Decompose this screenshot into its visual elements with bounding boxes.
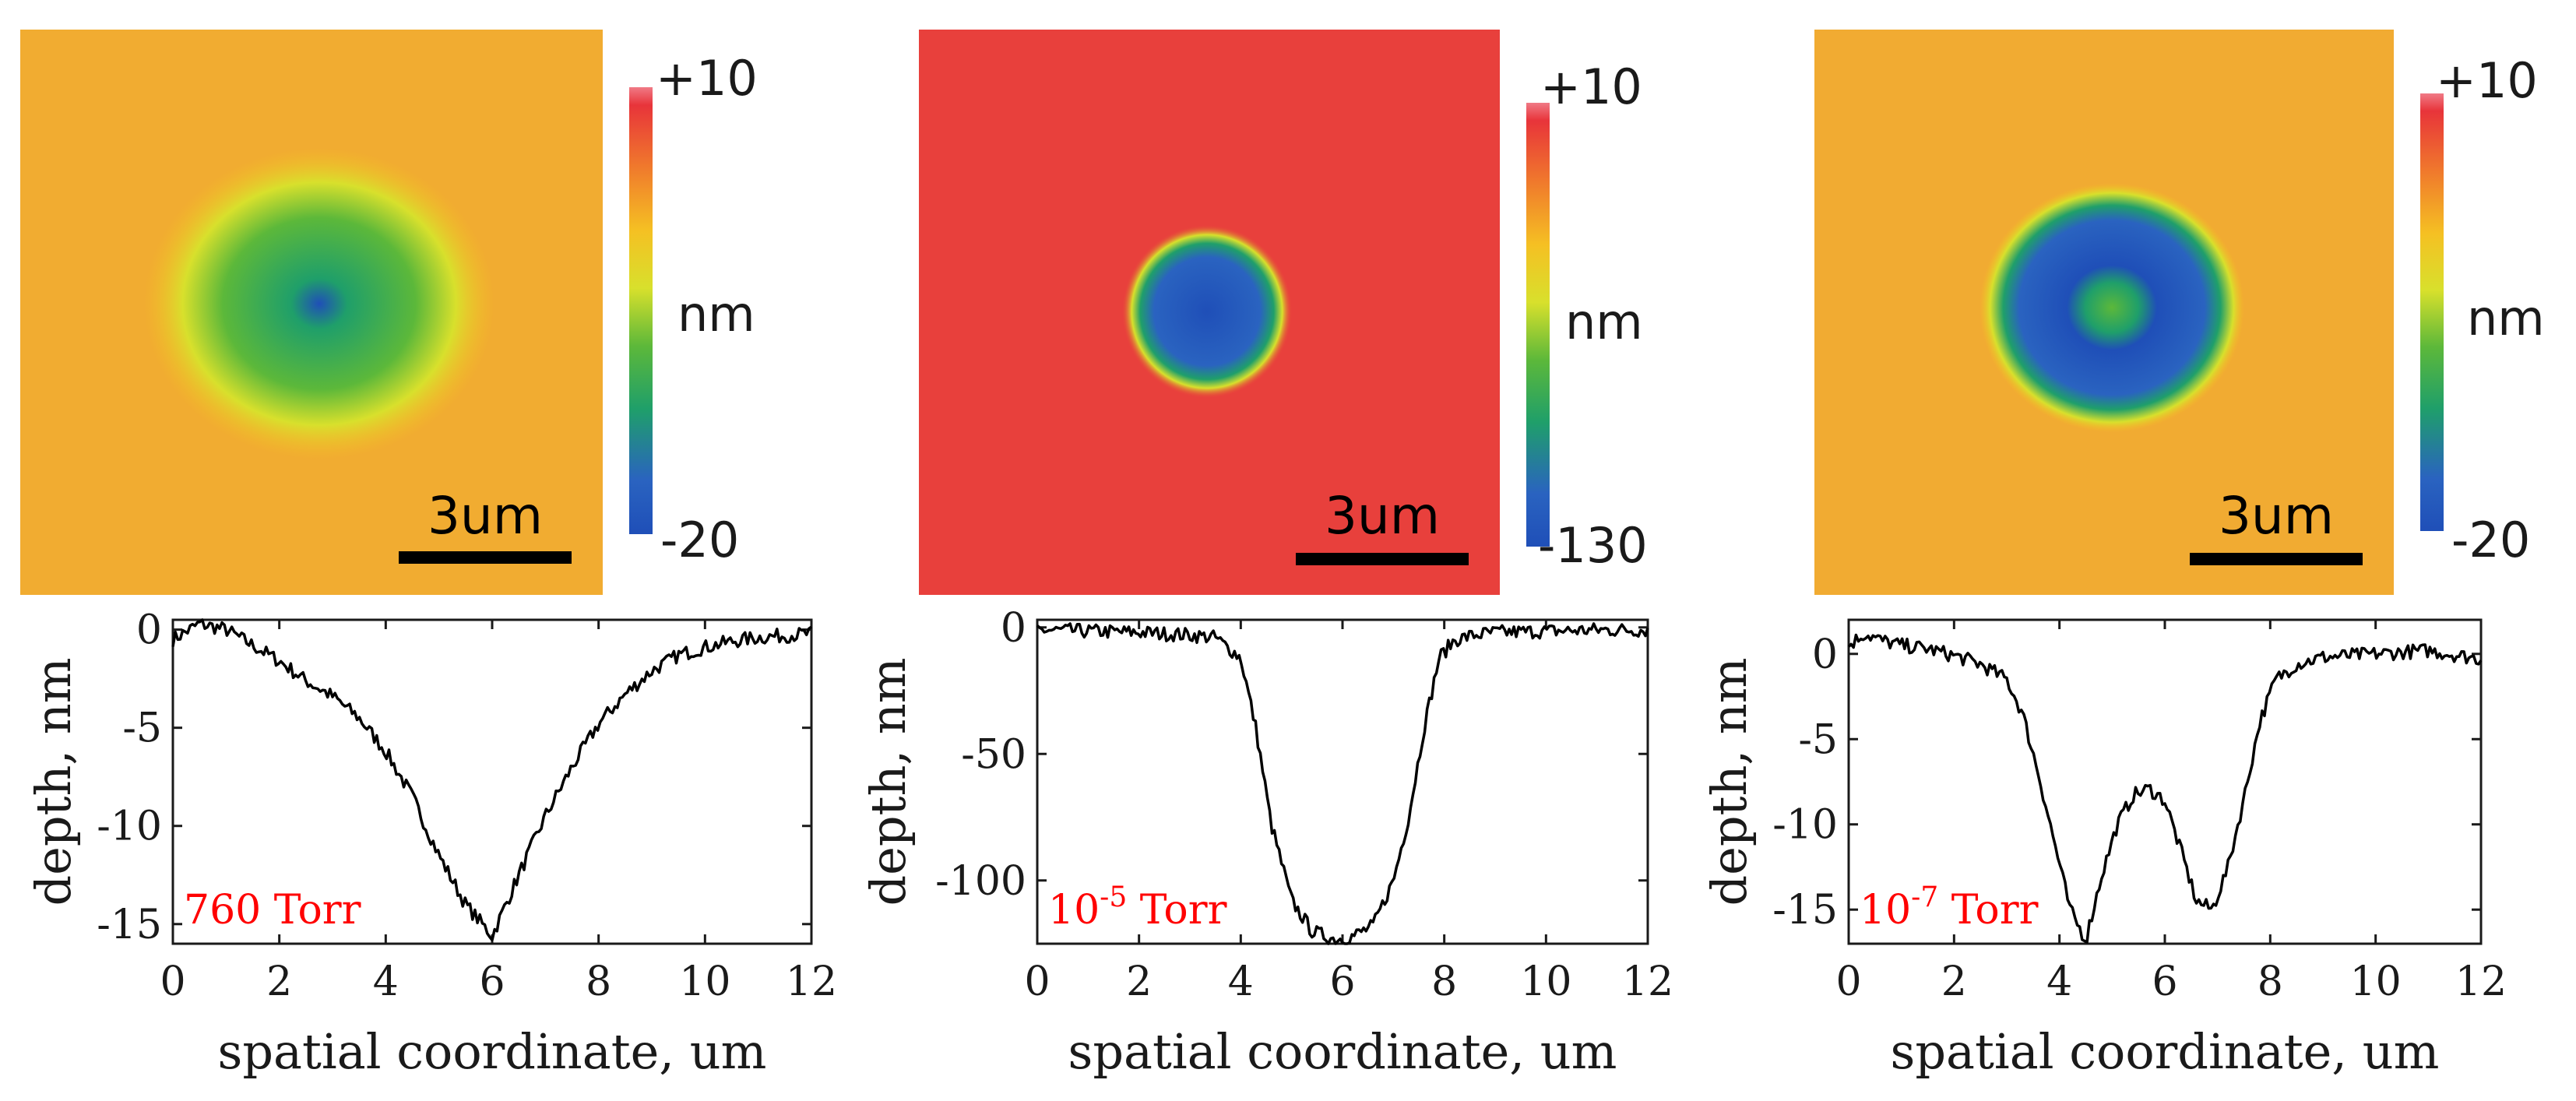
colorbar-3-max-label: +10 <box>2436 52 2538 109</box>
scale-bar-2 <box>1296 553 1469 565</box>
plot-1-depth-profile-line <box>171 618 812 942</box>
plot-1-xtick-label: 2 <box>266 959 292 1005</box>
heatmap-panel-1: 3um +10 nm -20 <box>20 30 758 595</box>
scale-bar-2-label: 3um <box>1325 486 1440 546</box>
plot-1-xlabel: spatial coordinate, um <box>218 1023 767 1080</box>
heatmap-panel-3: 3um +10 nm -20 <box>1814 30 2545 595</box>
plot-1-ytick-label: -5 <box>122 705 162 752</box>
plot-3-xlabel: spatial coordinate, um <box>1891 1023 2440 1080</box>
plot-3-depth-profile-line <box>1847 633 2483 944</box>
plot-2-xlabel: spatial coordinate, um <box>1068 1023 1617 1080</box>
colorbar-2 <box>1526 103 1550 547</box>
colorbar-3-min-label: -20 <box>2451 512 2530 568</box>
annotation-base: 10 <box>1860 887 1911 934</box>
line-plot-1e-5-torr: 0 2 4 6 8 10 12 0 -50 -100 spatial coordinate, um d… <box>860 605 1673 1080</box>
plot-1-pressure-annotation: 760 Torr <box>184 887 361 934</box>
plot-1-xtick-label: 0 <box>160 959 185 1005</box>
plot-3-ytick-label: -15 <box>1772 887 1838 934</box>
annotation-exponent: -7 <box>1911 881 1938 913</box>
plot-3-xtick-label: 4 <box>2046 959 2072 1005</box>
plot-1-xtick-label: 10 <box>679 959 730 1005</box>
colorbar-2-max-label: +10 <box>1540 58 1642 115</box>
annotation-suffix: Torr <box>261 887 361 934</box>
plot-2-xtick-label: 2 <box>1126 959 1152 1005</box>
plot-1-ytick-label: -15 <box>97 902 162 948</box>
plot-2-ylabel: depth, nm <box>860 657 917 906</box>
annotation-suffix: Torr <box>1938 887 2038 934</box>
plot-3-xtick-label: 12 <box>2455 959 2507 1005</box>
colorbar-2-min-label: -130 <box>1538 517 1648 574</box>
annotation-base: 760 <box>184 887 261 934</box>
scale-bar-3-label: 3um <box>2219 486 2334 546</box>
plot-1-xtick-label: 8 <box>586 959 611 1005</box>
line-plot-1e-7-torr: 0 2 4 6 8 10 12 0 -5 -10 -15 spatial coordinate, um… <box>1701 618 2507 1080</box>
annotation-suffix: Torr <box>1127 887 1226 934</box>
colorbar-1-unit-label: nm <box>677 286 755 343</box>
heatmap-2-crater <box>1121 224 1293 399</box>
plot-1-ytick-label: -10 <box>97 804 162 850</box>
scale-bar-1-label: 3um <box>428 486 543 546</box>
plot-1-ytick-label: 0 <box>136 607 162 654</box>
line-plot-760-torr: 0 2 4 6 8 10 12 0 -5 -10 -15 spatial coordinate, um… <box>25 607 837 1080</box>
plot-1-xtick-label: 12 <box>786 959 837 1005</box>
scale-bar-1 <box>399 551 572 564</box>
plot-2-xtick-label: 6 <box>1329 959 1355 1005</box>
plot-3-xtick-label: 10 <box>2350 959 2402 1005</box>
plot-3-ytick-label: -5 <box>1798 716 1838 763</box>
heatmap-panel-2: 3um +10 nm -130 <box>919 30 1648 595</box>
plot-2-xtick-label: 0 <box>1024 959 1050 1005</box>
colorbar-2-unit-label: nm <box>1565 294 1643 350</box>
plot-3-pressure-annotation: 10-7 Torr <box>1860 881 2039 934</box>
scale-bar-3 <box>2190 553 2363 565</box>
plot-2-xtick-label: 10 <box>1520 959 1571 1005</box>
plot-3-xtick-label: 2 <box>1941 959 1967 1005</box>
annotation-base: 10 <box>1048 887 1100 934</box>
colorbar-1-min-label: -20 <box>660 512 739 568</box>
plot-1-ylabel: depth, nm <box>25 657 82 906</box>
plot-2-xtick-label: 12 <box>1622 959 1673 1005</box>
plot-3-ytick-label: 0 <box>1812 631 1838 678</box>
colorbar-3 <box>2420 93 2444 531</box>
plot-2-ytick-label: 0 <box>1001 605 1026 652</box>
plot-1-xtick-label: 6 <box>479 959 505 1005</box>
heatmap-1-depression <box>144 148 494 459</box>
plot-2-pressure-annotation: 10-5 Torr <box>1048 881 1227 934</box>
plot-1-xtick-label: 4 <box>373 959 399 1005</box>
plot-3-xtick-label: 6 <box>2152 959 2177 1005</box>
plot-2-depth-profile-line <box>1036 622 1649 945</box>
annotation-exponent: -5 <box>1100 881 1127 913</box>
colorbar-1-max-label: +10 <box>656 50 758 107</box>
plot-2-xtick-label: 8 <box>1431 959 1457 1005</box>
colorbar-3-unit-label: nm <box>2467 290 2545 346</box>
plot-3-ytick-label: -10 <box>1772 802 1838 849</box>
plot-2-xtick-label: 4 <box>1228 959 1254 1005</box>
heatmap-3-ring-crater <box>1980 183 2244 432</box>
colorbar-1 <box>629 87 653 534</box>
plot-3-ylabel: depth, nm <box>1701 657 1758 906</box>
plot-2-ytick-label: -100 <box>935 858 1026 905</box>
plot-3-xtick-label: 8 <box>2258 959 2283 1005</box>
plot-3-xtick-label: 0 <box>1835 959 1861 1005</box>
plot-2-ytick-label: -50 <box>961 731 1026 778</box>
